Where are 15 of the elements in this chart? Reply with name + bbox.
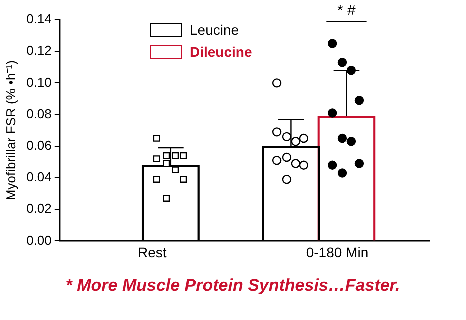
text: * More Muscle Protein Synthesis…Faster.: [64, 276, 402, 296]
legend-label: Dileucine: [190, 44, 252, 60]
y-tick-label: 0.06: [26, 138, 52, 153]
x-tick-label: 0-180 Min: [306, 244, 369, 260]
y-tick-label: 0.04: [26, 170, 52, 185]
y-tick-label: 0.12: [26, 43, 52, 58]
x-tick-label: Rest: [138, 244, 167, 260]
y-axis-title: Myofibrillar FSR (% •h⁻¹): [3, 60, 18, 201]
y-tick-label: 0.14: [26, 12, 52, 27]
y-tick-label: 0.10: [26, 74, 52, 90]
y-tick-label: 0.00: [26, 232, 52, 248]
y-tick-label: 0.02: [26, 201, 52, 216]
legend-label: Leucine: [190, 22, 240, 38]
y-tick-label: 0.08: [26, 106, 52, 122]
text: * #: [338, 2, 357, 20]
